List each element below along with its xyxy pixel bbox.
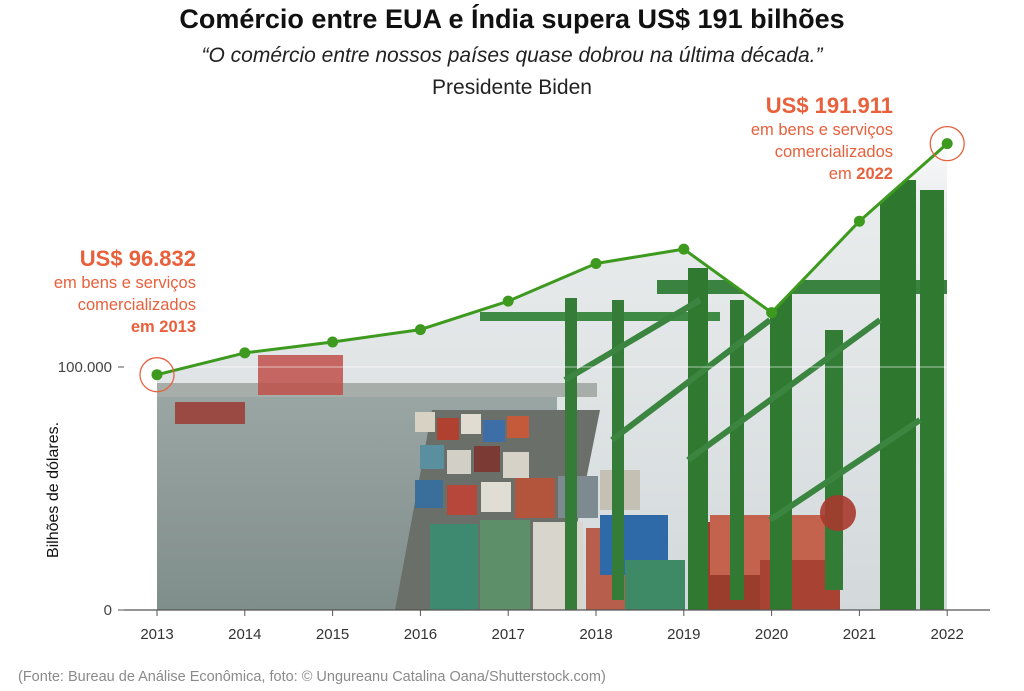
x-tick-label-2017: 2017 [492, 626, 525, 643]
annotation-2022-line2: comercializados [774, 143, 893, 161]
background-photo [157, 143, 947, 610]
x-tick-label-2013: 2013 [140, 626, 173, 643]
annotation-2013: US$ 96.832 em bens e serviços comerciali… [54, 246, 196, 338]
x-tick-label-2019: 2019 [667, 626, 700, 643]
x-axis: 2013 2014 2015 2016 2017 2018 2019 2020 2021 2022 [140, 610, 964, 643]
x-tick-label-2022: 2022 [931, 626, 964, 643]
source-note: (Fonte: Bureau de Análise Econômica, fot… [18, 669, 606, 685]
data-point-2017 [502, 295, 514, 307]
data-point-2021 [853, 215, 865, 227]
y-axis: 0 100.000 [58, 359, 990, 619]
data-point-2013 [151, 369, 163, 381]
series-line-group [139, 126, 965, 393]
chart-title: Comércio entre EUA e Índia supera US$ 19… [179, 4, 845, 34]
y-axis-label: Bilhões de dólares. [45, 421, 62, 559]
annotation-2022-line3: em 2022 [828, 165, 893, 183]
data-point-2022 [941, 138, 953, 150]
data-point-2016 [414, 324, 426, 336]
annotation-2022: US$ 191.911 em bens e serviços comercial… [751, 93, 893, 185]
x-tick-label-2015: 2015 [316, 626, 349, 643]
y-tick-label: 100.000 [58, 359, 112, 376]
series-line [156, 142, 949, 377]
annotation-2013-line2: comercializados [77, 296, 196, 314]
annotation-2022-value: US$ 191.911 [765, 93, 893, 118]
data-point-2015 [327, 336, 339, 348]
data-point-2020 [766, 307, 778, 319]
x-tick-label-2018: 2018 [579, 626, 612, 643]
highlight-ring-2022 [929, 126, 965, 162]
annotation-2013-value: US$ 96.832 [79, 246, 196, 271]
data-point-2018 [590, 257, 602, 269]
annotation-2013-line3: em 2013 [130, 318, 196, 336]
x-tick-label-2020: 2020 [755, 626, 788, 643]
x-tick-label-2014: 2014 [228, 626, 261, 643]
highlight-ring-2013 [139, 357, 175, 393]
x-tick-label-2016: 2016 [404, 626, 437, 643]
data-point-2014 [239, 347, 251, 359]
annotation-2013-line1: em bens e serviços [53, 274, 196, 292]
y-tick-label: 0 [104, 602, 112, 619]
x-tick-label-2021: 2021 [843, 626, 876, 643]
quote-attribution: Presidente Biden [432, 76, 592, 99]
data-point-2019 [678, 243, 690, 255]
annotation-2022-line1: em bens e serviços [750, 121, 893, 139]
chart-subtitle-quote: “O comércio entre nossos países quase do… [201, 44, 823, 67]
